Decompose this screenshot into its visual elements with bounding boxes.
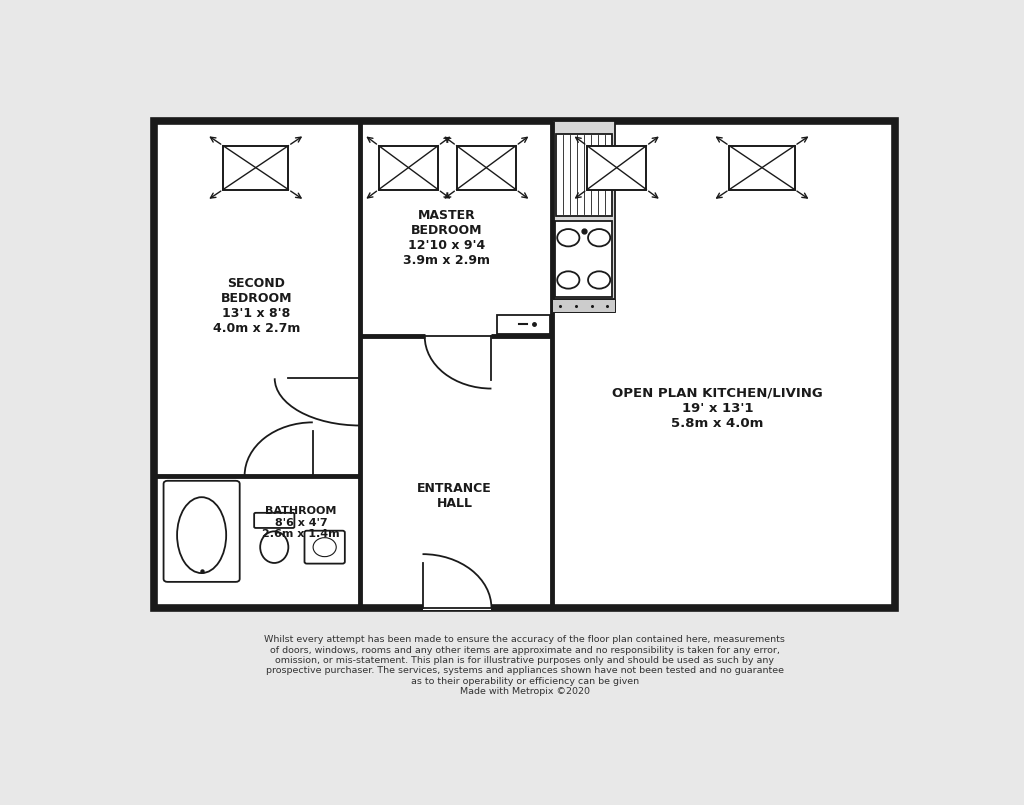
Circle shape xyxy=(557,229,580,246)
Bar xyxy=(552,299,615,312)
Bar xyxy=(556,134,611,217)
Bar xyxy=(587,146,646,189)
Bar xyxy=(552,122,615,299)
Circle shape xyxy=(557,271,580,289)
FancyBboxPatch shape xyxy=(164,481,240,582)
FancyBboxPatch shape xyxy=(304,530,345,564)
Text: MASTER
BEDROOM
12'10 x 9'4
3.9m x 2.9m: MASTER BEDROOM 12'10 x 9'4 3.9m x 2.9m xyxy=(403,209,490,267)
Text: OPEN PLAN KITCHEN/LIVING
19' x 13'1
5.8m x 4.0m: OPEN PLAN KITCHEN/LIVING 19' x 13'1 5.8m… xyxy=(612,387,823,430)
Ellipse shape xyxy=(177,497,226,573)
Text: ENTRANCE
HALL: ENTRANCE HALL xyxy=(417,482,492,510)
Text: SECOND
BEDROOM
13'1 x 8'8
4.0m x 2.7m: SECOND BEDROOM 13'1 x 8'8 4.0m x 2.7m xyxy=(213,277,300,336)
Bar xyxy=(379,146,438,189)
Bar xyxy=(457,146,516,189)
Bar xyxy=(349,378,372,426)
Bar xyxy=(555,221,612,296)
Bar xyxy=(423,601,492,610)
Text: Whilst every attempt has been made to ensure the accuracy of the floor plan cont: Whilst every attempt has been made to en… xyxy=(264,635,785,696)
Bar xyxy=(155,122,895,608)
Bar xyxy=(245,466,312,485)
Bar xyxy=(497,315,550,334)
Ellipse shape xyxy=(313,538,336,556)
Bar xyxy=(729,146,795,189)
Ellipse shape xyxy=(260,531,289,563)
Text: BATHROOM
8'6 x 4'7
2.6m x 1.4m: BATHROOM 8'6 x 4'7 2.6m x 1.4m xyxy=(262,506,340,539)
FancyBboxPatch shape xyxy=(254,513,294,528)
Bar xyxy=(223,146,289,189)
Circle shape xyxy=(588,271,610,289)
Circle shape xyxy=(588,229,610,246)
